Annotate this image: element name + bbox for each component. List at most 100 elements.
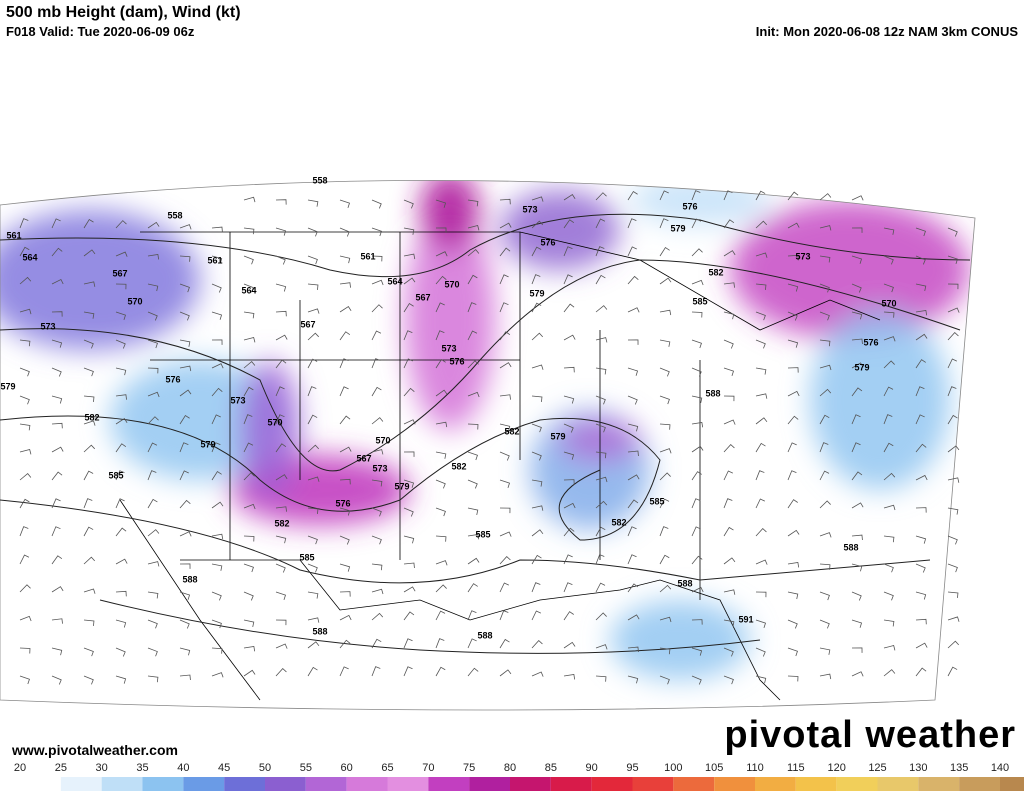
wind-barb bbox=[403, 358, 413, 369]
wind-barb bbox=[755, 528, 767, 537]
wind-barb bbox=[51, 367, 62, 377]
wind-barb bbox=[307, 283, 319, 290]
colorbar-tick-label: 45 bbox=[218, 762, 230, 774]
contour-label: 567 bbox=[415, 292, 430, 302]
wind-barb bbox=[51, 247, 63, 257]
colorbar-segment bbox=[714, 777, 755, 791]
wind-barb bbox=[83, 249, 96, 257]
wind-barbs bbox=[19, 190, 960, 685]
wind-barb bbox=[915, 255, 926, 265]
wind-barb bbox=[819, 647, 831, 655]
wind-barb bbox=[19, 615, 32, 622]
colorbar-tick-label: 110 bbox=[746, 762, 764, 774]
wind-barb bbox=[435, 479, 446, 489]
wind-barb bbox=[723, 190, 733, 201]
wind-barb bbox=[563, 582, 573, 593]
wind-barb bbox=[659, 584, 672, 593]
wind-barb bbox=[403, 479, 415, 488]
wind-barb bbox=[787, 442, 797, 453]
wind-barb bbox=[339, 591, 351, 597]
wind-barb bbox=[19, 276, 32, 285]
wind-barb bbox=[147, 442, 158, 453]
wind-barb bbox=[499, 222, 512, 229]
wind-barb bbox=[147, 367, 159, 374]
contour-label: 576 bbox=[540, 237, 555, 247]
wind-barb bbox=[819, 470, 830, 481]
wind-barb bbox=[179, 674, 191, 681]
colorbar-tick-label: 50 bbox=[259, 762, 271, 774]
wind-barb bbox=[755, 591, 767, 598]
wind-barb bbox=[435, 330, 445, 341]
colorbar-segment bbox=[755, 777, 796, 791]
wind-barb bbox=[147, 416, 159, 425]
wind-barb bbox=[723, 282, 735, 288]
wind-barb bbox=[211, 311, 223, 320]
wind-barb bbox=[755, 675, 767, 684]
wind-barb bbox=[595, 192, 607, 201]
colorbar-segment bbox=[877, 777, 919, 791]
wind-barb bbox=[563, 451, 575, 460]
contour-label: 570 bbox=[881, 298, 896, 308]
wind-barb bbox=[19, 339, 31, 347]
wind-barb bbox=[915, 642, 928, 649]
wind-barb bbox=[563, 194, 576, 201]
wind-barb bbox=[115, 470, 125, 481]
wind-barb bbox=[371, 666, 381, 677]
wind-barb bbox=[499, 669, 512, 677]
contour-label: 588 bbox=[705, 388, 720, 398]
wind-barb bbox=[723, 589, 736, 595]
colorbar-tick-label: 120 bbox=[827, 762, 845, 774]
wind-barb bbox=[531, 332, 544, 341]
contour-label: 564 bbox=[387, 276, 402, 286]
wind-barb bbox=[755, 311, 766, 321]
wind-barb bbox=[627, 246, 637, 257]
wind-barb bbox=[51, 498, 61, 509]
wind-barb bbox=[723, 339, 734, 349]
wind-barb bbox=[115, 283, 127, 290]
wind-barb bbox=[787, 222, 800, 229]
contour-label: 579 bbox=[550, 431, 565, 441]
colorbar-segment bbox=[224, 777, 265, 791]
wind-barb bbox=[307, 255, 318, 265]
wind-barb bbox=[851, 619, 863, 628]
wind-barb bbox=[243, 227, 255, 235]
wind-barb bbox=[531, 364, 544, 370]
wind-barb bbox=[179, 563, 191, 569]
colorbar-tick-label: 105 bbox=[705, 762, 723, 774]
colorbar-segment bbox=[510, 777, 551, 791]
wind-barb bbox=[659, 448, 672, 454]
wind-barb bbox=[467, 451, 478, 461]
wind-barb bbox=[531, 274, 541, 285]
wind-barb bbox=[435, 199, 447, 208]
wind-barb bbox=[723, 444, 735, 453]
contour-label: 585 bbox=[108, 470, 123, 480]
wind-barb bbox=[19, 473, 32, 481]
contour-label: 582 bbox=[84, 412, 99, 422]
contour-label: 576 bbox=[165, 374, 180, 384]
wind-barb bbox=[83, 367, 94, 377]
wind-barb bbox=[851, 414, 861, 425]
wind-barb bbox=[627, 367, 639, 376]
colorbar-segment bbox=[836, 777, 878, 791]
wind-barb bbox=[851, 471, 863, 481]
wind-barb bbox=[275, 535, 287, 544]
wind-barb bbox=[659, 190, 669, 201]
wind-barb bbox=[915, 474, 928, 481]
wind-barb bbox=[435, 451, 447, 459]
wind-barb bbox=[179, 591, 191, 600]
wind-barb bbox=[435, 535, 447, 542]
wind-barb bbox=[691, 248, 703, 257]
wind-barb bbox=[467, 249, 480, 257]
wind-barb bbox=[467, 360, 479, 369]
wind-barb bbox=[115, 527, 127, 537]
wind-barb bbox=[723, 250, 736, 257]
wind-barb bbox=[83, 420, 96, 426]
wind-barb bbox=[755, 559, 768, 565]
wind-barb bbox=[691, 555, 703, 565]
wind-barb bbox=[435, 507, 446, 517]
wind-barb bbox=[371, 449, 384, 455]
wind-barb bbox=[627, 275, 639, 285]
wind-barb bbox=[947, 386, 957, 397]
contour-label: 567 bbox=[356, 453, 371, 463]
